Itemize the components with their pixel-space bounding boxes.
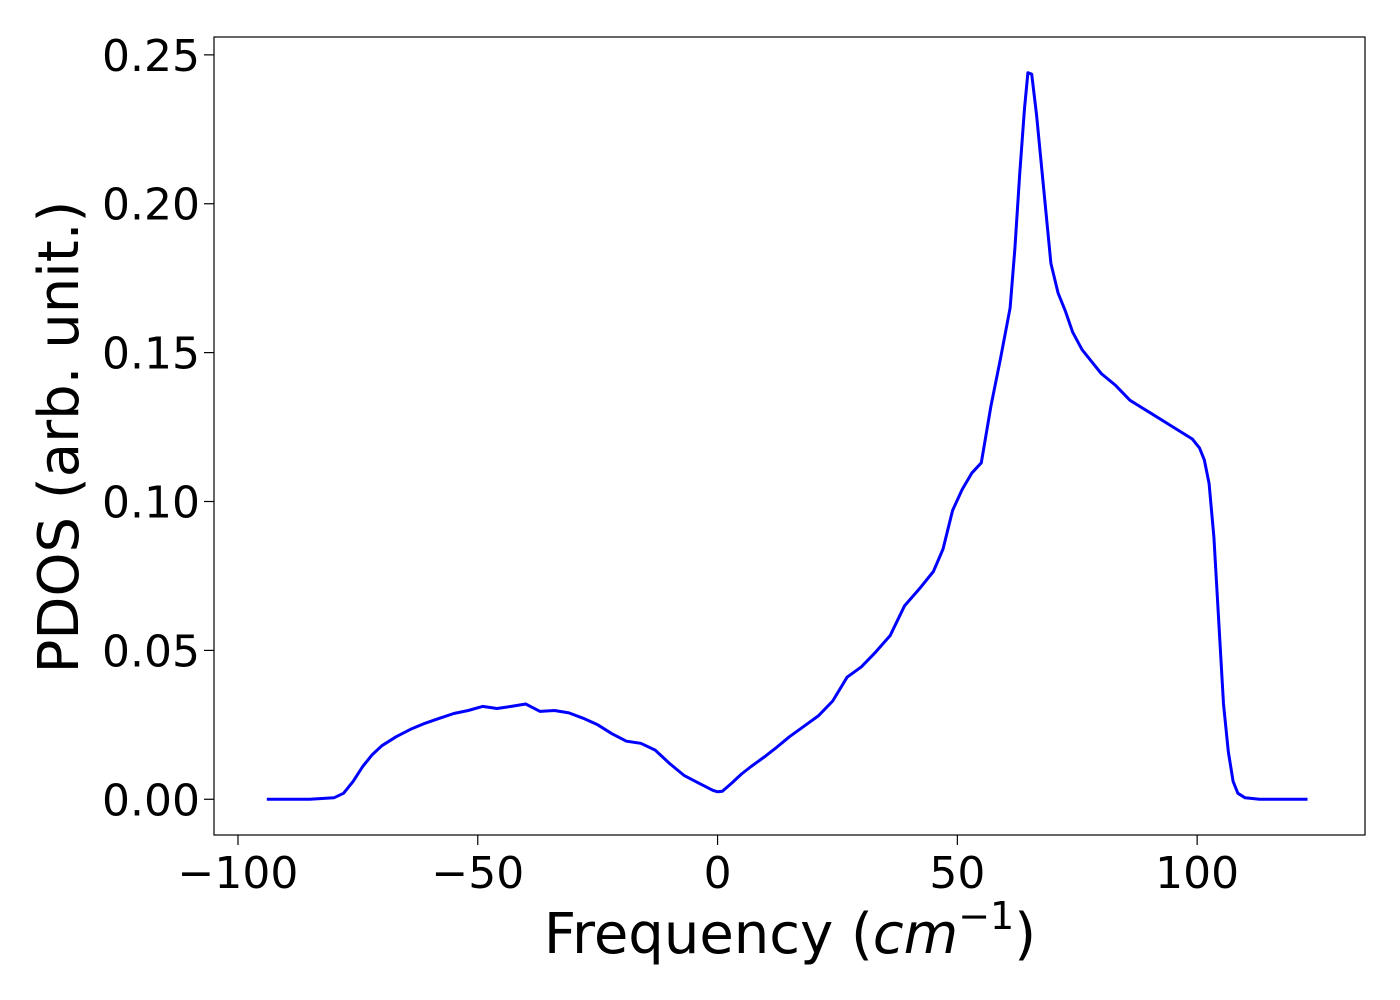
y-tick-label: 0.10 — [102, 478, 200, 529]
plot-frame — [213, 36, 1366, 836]
y-tick-label: 0.15 — [102, 329, 200, 380]
x-axis-label-prefix: Frequency ( — [544, 902, 873, 967]
plot-area — [213, 36, 1366, 836]
y-tick-label: 0.25 — [102, 31, 200, 82]
x-axis-label-unit: cm — [873, 902, 958, 967]
y-tick-label: 0.05 — [102, 626, 200, 677]
y-tick-label: 0.20 — [102, 180, 200, 231]
x-axis-label: Frequency (cm−1) — [544, 894, 1036, 967]
x-tick-label: −100 — [178, 848, 299, 899]
x-tick-label: 50 — [929, 848, 985, 899]
x-axis-label-suffix: ) — [1014, 902, 1036, 967]
y-tick-label: 0.00 — [102, 775, 200, 826]
series-line-0 — [266, 71, 1308, 801]
x-axis-label-exponent: −1 — [958, 894, 1014, 938]
x-tick-label: −50 — [431, 848, 524, 899]
x-tick-label: 100 — [1155, 848, 1239, 899]
x-tick-label: 0 — [704, 848, 732, 899]
y-axis-label: PDOS (arb. unit.) — [27, 201, 92, 674]
axes-ticks: −100 −50 0 50 100 0.00 0.05 0.10 0.15 0.20 0.25 — [102, 31, 1239, 899]
